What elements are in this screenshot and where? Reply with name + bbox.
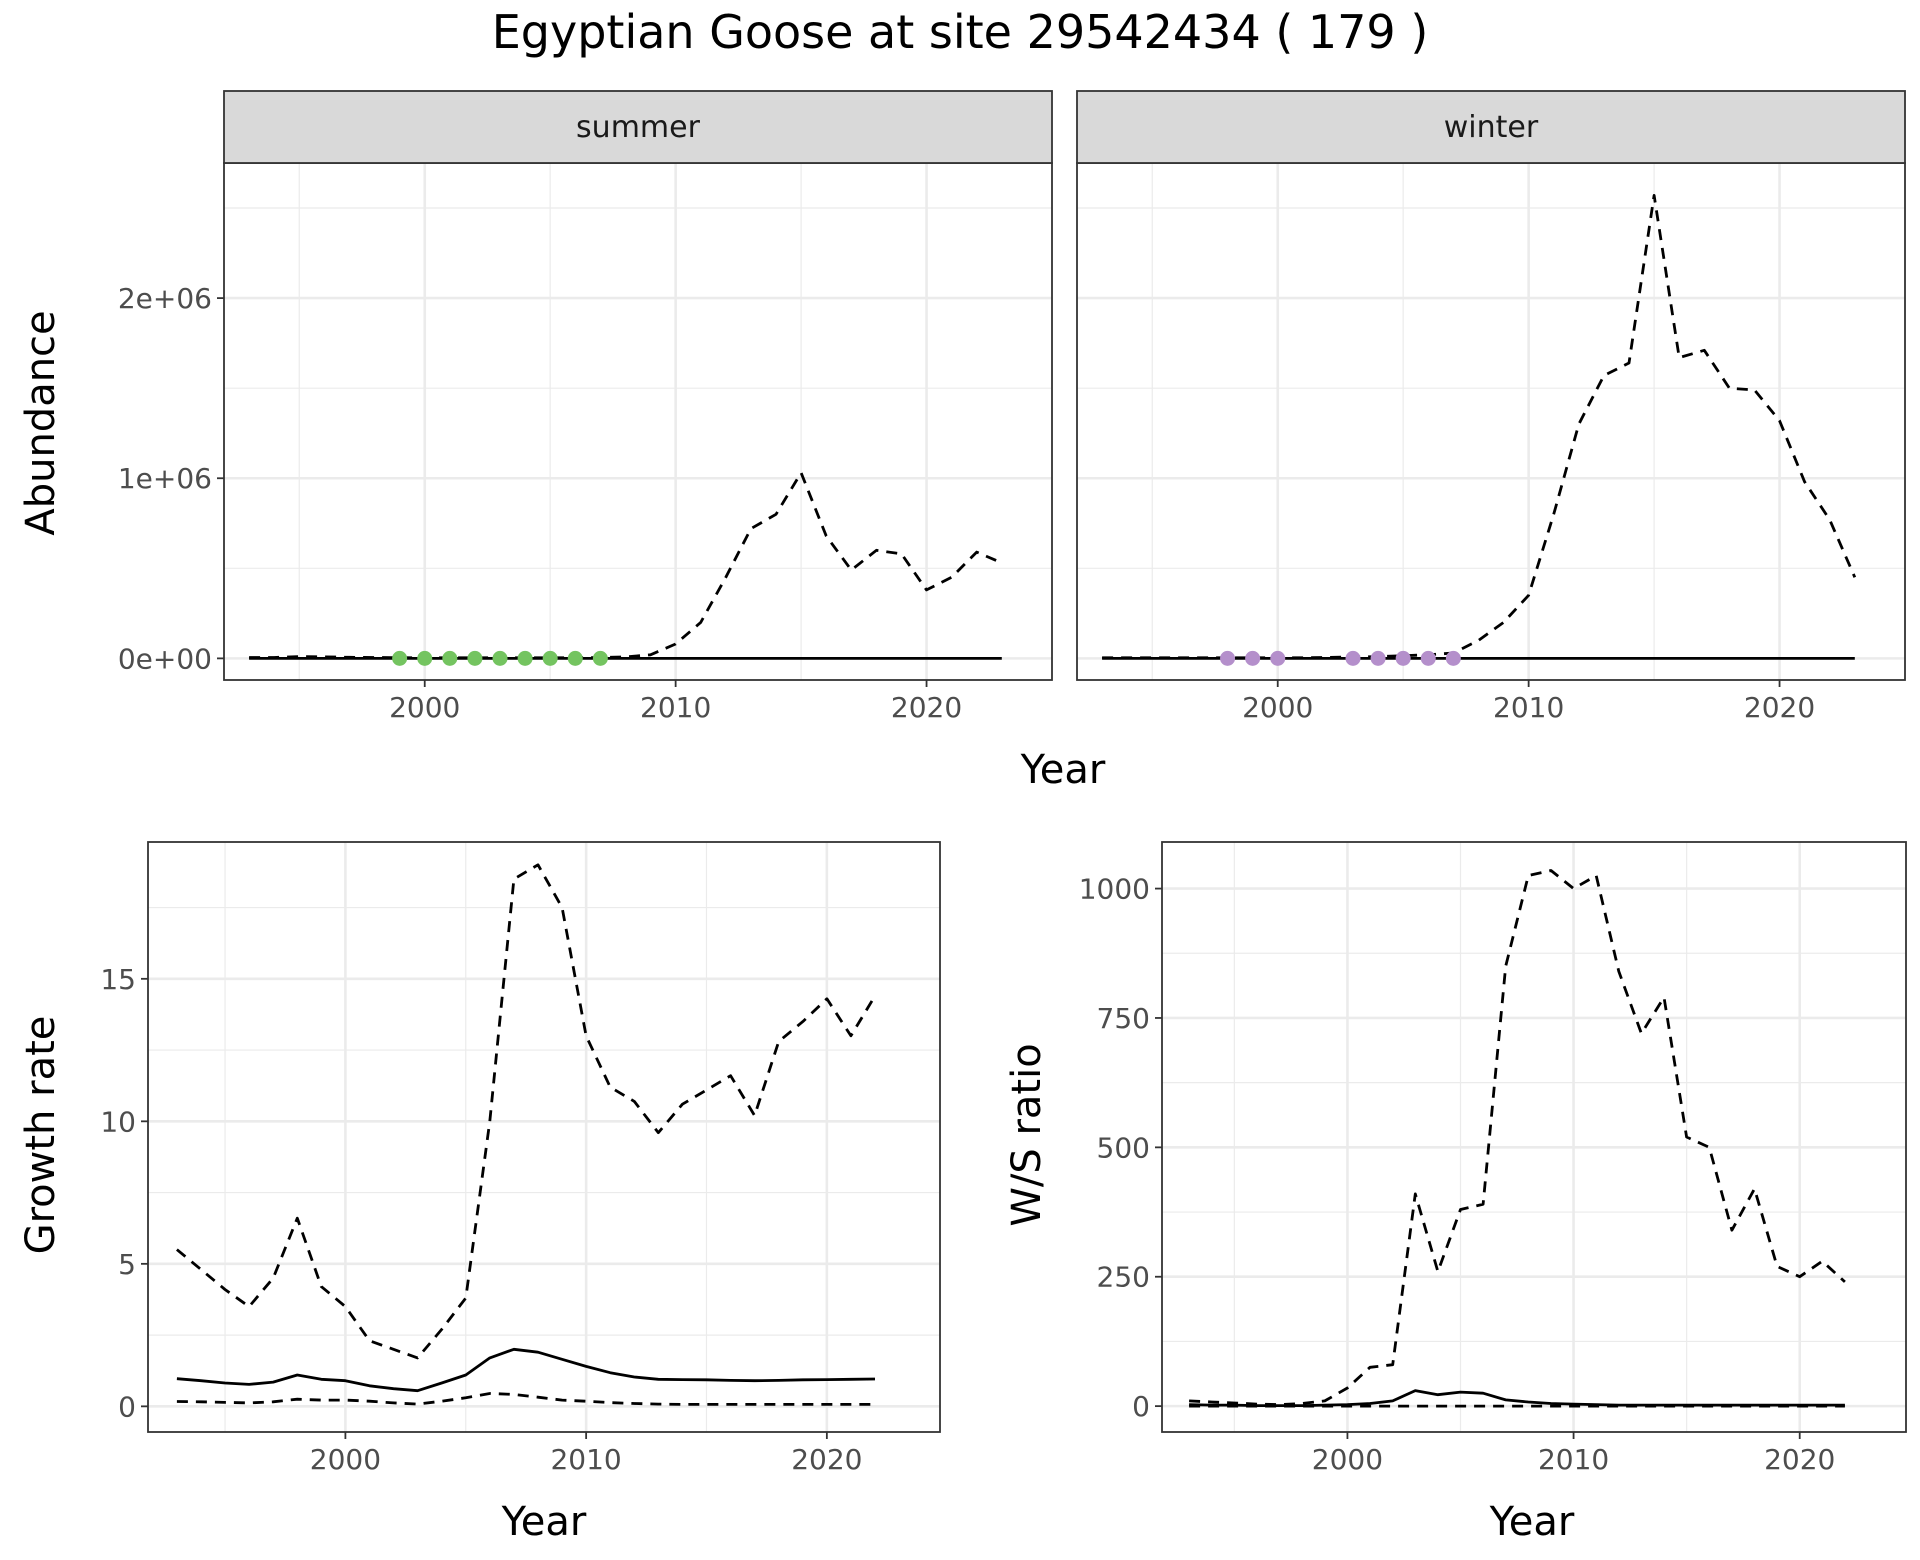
growth-plot-background — [148, 842, 940, 1432]
summer-strip-background — [223, 90, 1053, 164]
summer-x-tick-label: 2000 — [389, 691, 460, 724]
winter-data-point — [1345, 650, 1361, 666]
ratio-series-solid — [1189, 1389, 1845, 1407]
summer-x-tick-label: 2010 — [640, 691, 711, 724]
winter-data-point — [1245, 650, 1261, 666]
growth-y-axis-title: Growth rate — [18, 1016, 64, 1255]
summer-data-point — [492, 650, 508, 666]
growth-y-tick-label: 0 — [118, 1390, 136, 1423]
winter-x-tick-label: 2000 — [1242, 691, 1313, 724]
growth-y-tick-label: 5 — [118, 1248, 136, 1281]
summer-data-point — [567, 650, 583, 666]
growth-y-tick-label: 10 — [100, 1105, 136, 1138]
winter-data-point — [1445, 650, 1461, 666]
ratio-y-tick-label: 1000 — [1079, 873, 1150, 906]
summer-data-point — [542, 650, 558, 666]
growth-y-tick-label: 15 — [100, 963, 136, 996]
ratio-x-axis-title: Year — [1489, 1499, 1575, 1545]
winter-x-tick-label: 2010 — [1493, 691, 1564, 724]
summer-y-tick-label: 1e+06 — [118, 462, 212, 495]
ratio-x-tick-label: 2010 — [1538, 1443, 1609, 1476]
winter-data-point — [1395, 650, 1411, 666]
winter-plot-background — [1077, 163, 1905, 680]
winter-data-point — [1270, 650, 1286, 666]
growth-rate-panel: 2000 2010 2020 0 5 10 15 — [100, 841, 941, 1476]
winter-strip-label: winter — [1444, 110, 1539, 145]
winter-data-point — [1220, 650, 1236, 666]
summer-plot-background — [224, 163, 1052, 680]
growth-x-tick-label: 2020 — [791, 1443, 862, 1476]
growth-series-solid — [176, 1347, 876, 1393]
ratio-series-dashed-upper — [1189, 869, 1846, 1406]
ratio-x-tick-label: 2000 — [1312, 1443, 1383, 1476]
growth-x-tick-label: 2010 — [550, 1443, 621, 1476]
summer-y-tick-label: 2e+06 — [118, 282, 212, 315]
summer-x-tick-label: 2020 — [891, 691, 962, 724]
summer-data-point — [467, 650, 483, 666]
figure-title: Egyptian Goose at site 29542434 ( 179 ) — [492, 5, 1429, 59]
growth-series-dashed-upper — [176, 863, 877, 1360]
winter-x-tick-label: 2020 — [1744, 691, 1815, 724]
growth-x-tick-label: 2000 — [310, 1443, 381, 1476]
summer-abundance-panel: 2000 2010 2020 0e+00 1e+06 2e+06 summer — [118, 90, 1053, 724]
growth-series-dashed-lower — [176, 1392, 875, 1406]
ratio-y-tick-label: 500 — [1097, 1131, 1150, 1164]
summer-y-tick-label: 0e+00 — [118, 642, 212, 675]
winter-data-point — [1370, 650, 1386, 666]
summer-data-point — [517, 650, 533, 666]
ws-ratio-panel: 2000 2010 2020 0 250 500 750 1000 — [1079, 841, 1907, 1476]
winter-data-point — [1420, 650, 1436, 666]
ratio-panel-border — [1161, 841, 1907, 1433]
winter-strip-background — [1076, 90, 1906, 164]
summer-series-dashed — [249, 471, 1003, 660]
summer-strip-label: summer — [576, 110, 701, 145]
growth-panel-border — [147, 841, 941, 1433]
summer-data-point — [442, 650, 458, 666]
summer-data-point — [392, 650, 408, 666]
ratio-x-tick-label: 2020 — [1764, 1443, 1835, 1476]
summer-data-point — [417, 650, 433, 666]
growth-x-axis-title: Year — [501, 1499, 587, 1545]
abundance-x-axis-title: Year — [1020, 747, 1106, 793]
ratio-plot-background — [1162, 842, 1906, 1432]
summer-data-point — [592, 650, 608, 666]
ratio-y-tick-label: 750 — [1097, 1002, 1150, 1035]
ratio-y-axis-title: W/S ratio — [1004, 1043, 1050, 1226]
winter-abundance-panel: 2000 2010 2020 winter — [1076, 90, 1906, 724]
abundance-y-axis-title: Abundance — [18, 310, 64, 535]
ratio-y-tick-label: 0 — [1132, 1390, 1150, 1423]
ratio-y-tick-label: 250 — [1097, 1261, 1150, 1294]
